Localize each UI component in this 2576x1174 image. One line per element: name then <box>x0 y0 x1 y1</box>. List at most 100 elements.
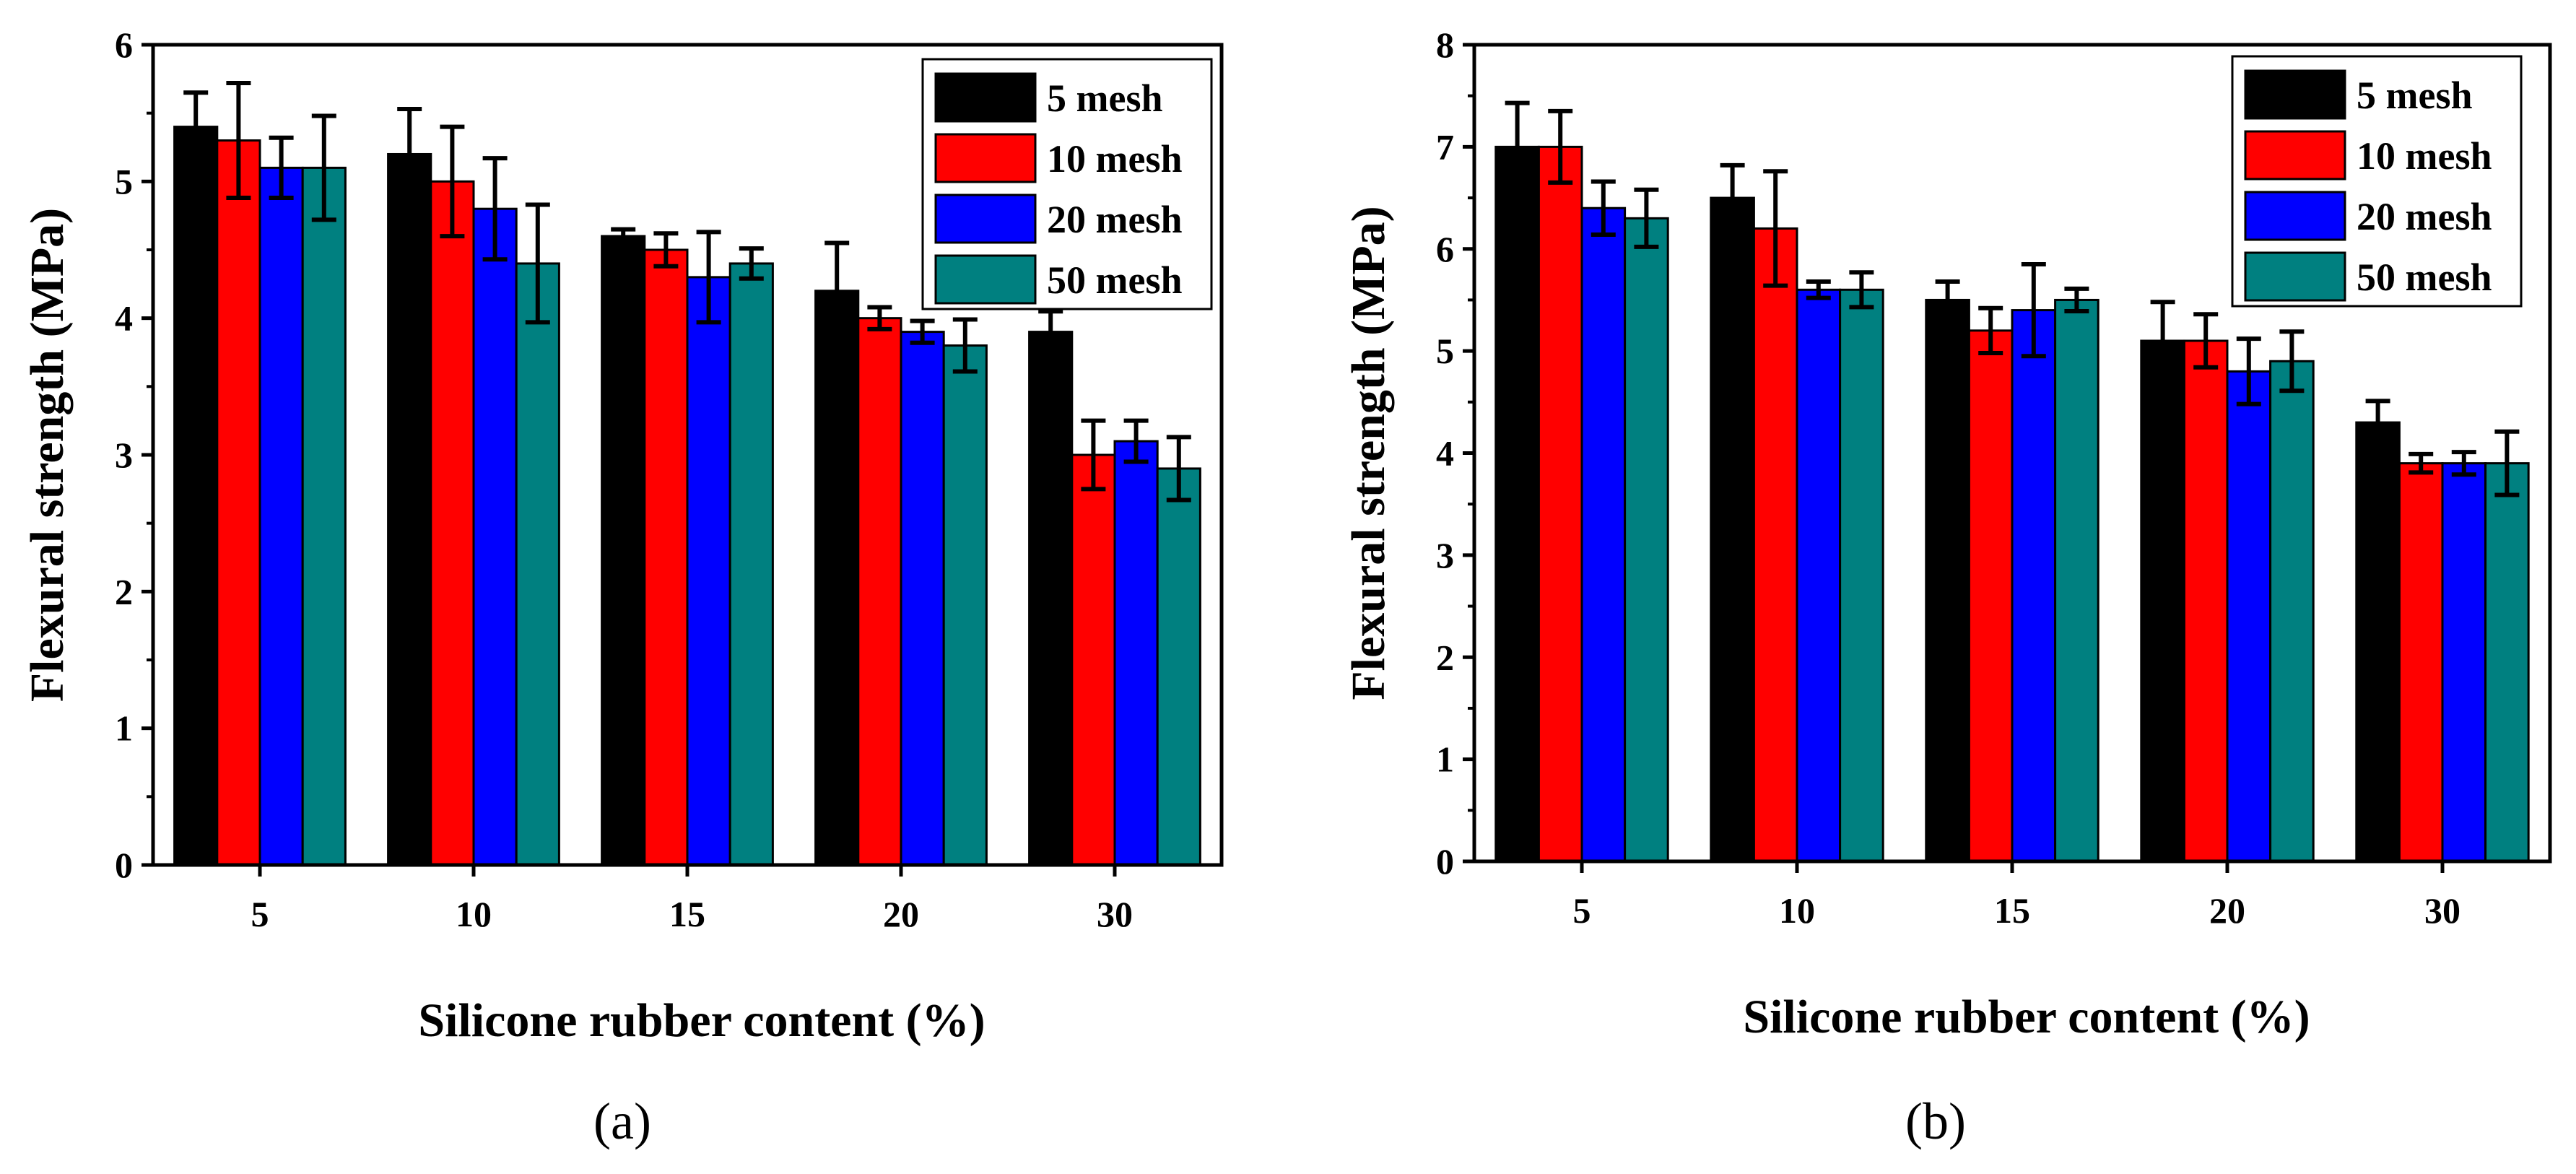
chart-b: 0 1 2 3 4 5 6 7 8 5 10 15 20 30 Silicone rubber conten… <box>1342 25 2552 1150</box>
legend-label: 50 mesh <box>2357 256 2492 299</box>
error-bar-50-mesh-30 <box>1166 435 1191 503</box>
bar-10-mesh-30 <box>1071 453 1116 866</box>
bar-10-mesh-5 <box>216 139 261 866</box>
bar-5-mesh-5 <box>1494 145 1540 863</box>
bar-20-mesh-30 <box>1113 440 1159 866</box>
error-bar-10-mesh-30 <box>2409 451 2434 475</box>
legend-swatch-50-mesh <box>934 254 1037 305</box>
x-tick-label: 5 <box>251 894 269 934</box>
bar-20-mesh-15 <box>686 276 731 866</box>
error-bar-5-mesh-10 <box>397 106 422 201</box>
bar-5-mesh-20 <box>814 290 860 866</box>
legend: 5 mesh 10 mesh 20 mesh 50 mesh <box>2231 55 2523 308</box>
error-bar-5-mesh-20 <box>824 240 850 342</box>
bar-10-mesh-10 <box>1752 227 1798 863</box>
bar-20-mesh-5 <box>1580 206 1627 863</box>
error-bar-50-mesh-20 <box>2279 329 2305 393</box>
bar-20-mesh-30 <box>2441 462 2487 863</box>
error-bar-20-mesh-5 <box>1591 179 1616 237</box>
legend-swatch-20-mesh <box>934 194 1037 244</box>
x-tick-label: 20 <box>883 894 919 934</box>
legend-label: 50 mesh <box>1047 258 1183 302</box>
error-bar-50-mesh-5 <box>1634 187 1659 249</box>
bar-20-mesh-10 <box>472 207 518 866</box>
x-tick-label: 10 <box>456 894 492 934</box>
error-bar-5-mesh-5 <box>183 90 209 163</box>
error-bar-5-mesh-30 <box>2365 399 2390 446</box>
y-tick-label: 0 <box>1436 841 1454 882</box>
bar-20-mesh-10 <box>1796 288 1842 863</box>
bar-5-mesh-5 <box>173 126 219 866</box>
bar-10-mesh-15 <box>1967 329 2014 863</box>
error-bar-10-mesh-30 <box>1081 418 1106 492</box>
error-bar-5-mesh-5 <box>1505 100 1530 194</box>
x-tick-label: 20 <box>2209 890 2245 931</box>
legend-label: 10 mesh <box>1047 137 1183 181</box>
error-bar-50-mesh-10 <box>1849 270 1874 310</box>
legend-swatch-50-mesh <box>2244 251 2346 302</box>
error-bar-20-mesh-30 <box>2451 450 2476 477</box>
x-tick-label: 15 <box>1994 890 2030 931</box>
legend-swatch-10-mesh <box>2244 130 2346 181</box>
bar-20-mesh-15 <box>2011 309 2057 863</box>
error-bar-20-mesh-10 <box>482 156 508 262</box>
bar-5-mesh-30 <box>2355 421 2401 863</box>
bar-50-mesh-30 <box>1156 467 1201 866</box>
bar-50-mesh-20 <box>2269 360 2315 863</box>
y-tick-label: 2 <box>115 571 133 612</box>
error-bar-50-mesh-30 <box>2494 429 2520 497</box>
bar-10-mesh-30 <box>2398 462 2444 863</box>
bar-20-mesh-20 <box>900 331 945 866</box>
y-tick-label: 1 <box>1436 739 1454 780</box>
error-bar-50-mesh-10 <box>525 202 550 325</box>
y-axis-title: Flexural strength (MPa) <box>21 208 74 702</box>
bar-5-mesh-15 <box>601 235 646 866</box>
figure-caption: (b) <box>1905 1092 1966 1150</box>
error-bar-5-mesh-20 <box>2150 300 2175 382</box>
bar-50-mesh-20 <box>942 344 988 866</box>
x-tick-label: 30 <box>2424 890 2460 931</box>
bar-10-mesh-15 <box>643 248 689 866</box>
bar-50-mesh-5 <box>1624 217 1669 863</box>
bar-10-mesh-20 <box>857 317 902 866</box>
y-tick-label: 0 <box>115 845 133 885</box>
y-tick-label: 3 <box>1436 535 1454 575</box>
bar-5-mesh-15 <box>1925 298 1970 863</box>
y-axis-title: Flexural strength (MPa) <box>1342 206 1395 700</box>
legend-label: 10 mesh <box>2357 134 2492 178</box>
bar-20-mesh-5 <box>258 166 304 866</box>
error-bar-10-mesh-10 <box>440 124 465 239</box>
bar-10-mesh-20 <box>2183 339 2229 863</box>
error-bar-20-mesh-5 <box>269 135 294 201</box>
error-bar-20-mesh-15 <box>2021 261 2046 359</box>
error-bar-20-mesh-20 <box>2236 336 2261 406</box>
bar-10-mesh-5 <box>1537 145 1583 863</box>
error-bar-5-mesh-15 <box>611 227 636 245</box>
y-tick-label: 7 <box>1436 126 1454 167</box>
error-bar-50-mesh-5 <box>311 113 336 222</box>
figure-caption: (a) <box>593 1092 651 1150</box>
x-tick-label: 5 <box>1573 890 1591 931</box>
legend-label: 20 mesh <box>2357 195 2492 238</box>
bar-50-mesh-5 <box>301 166 347 866</box>
bar-20-mesh-20 <box>2226 370 2272 863</box>
y-tick-label: 1 <box>115 708 133 749</box>
bar-10-mesh-10 <box>430 180 475 866</box>
legend-label: 20 mesh <box>1047 198 1183 241</box>
legend-swatch-5-mesh <box>934 72 1037 123</box>
legend-swatch-20-mesh <box>2244 191 2346 241</box>
error-bar-10-mesh-20 <box>867 305 892 331</box>
error-bar-5-mesh-30 <box>1038 309 1063 355</box>
error-bar-20-mesh-30 <box>1123 418 1149 464</box>
legend-label: 5 mesh <box>2357 74 2473 117</box>
bar-50-mesh-10 <box>1839 288 1884 863</box>
chart-a: 0 1 2 3 4 5 6 5 10 15 20 30 Silicone rubber content … <box>21 25 1224 1150</box>
error-bar-5-mesh-10 <box>1720 162 1745 233</box>
y-tick-label: 5 <box>115 161 133 201</box>
bar-5-mesh-10 <box>1710 196 1755 863</box>
error-bar-50-mesh-15 <box>2064 286 2089 313</box>
y-tick-label: 2 <box>1436 637 1454 677</box>
bar-5-mesh-30 <box>1028 331 1074 866</box>
bar-50-mesh-30 <box>2484 462 2530 863</box>
